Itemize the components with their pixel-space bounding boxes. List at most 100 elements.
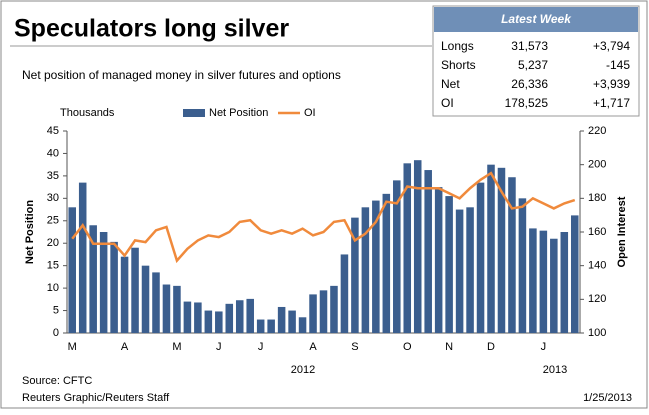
bar <box>277 306 286 333</box>
bar <box>131 247 139 333</box>
bar <box>110 241 118 333</box>
bar <box>361 207 370 333</box>
y-tick-label: 35 <box>47 170 59 182</box>
row-change: +3,939 <box>593 77 630 91</box>
bar <box>204 310 213 333</box>
y-tick-label: 40 <box>47 147 59 159</box>
year-label: 2013 <box>543 364 567 376</box>
bar <box>319 290 328 333</box>
bar <box>445 196 453 333</box>
bar <box>413 160 422 333</box>
chart-title: Speculators long silver <box>14 15 289 43</box>
bar <box>298 317 307 333</box>
row-change: +3,794 <box>593 39 630 53</box>
bar <box>99 232 108 333</box>
x-tick-label: N <box>445 341 453 353</box>
y2-tick-label: 200 <box>588 159 606 171</box>
date: 1/25/2013 <box>583 392 632 404</box>
row-label: Longs <box>441 39 474 53</box>
bar <box>120 256 129 333</box>
row-label: Shorts <box>441 58 476 72</box>
bar <box>550 238 558 333</box>
bar <box>372 200 380 333</box>
row-change: -145 <box>606 58 630 72</box>
bar <box>497 167 506 333</box>
y2-tick-label: 120 <box>588 293 606 305</box>
row-value: 31,573 <box>511 39 548 53</box>
y2-tick-label: 180 <box>588 192 606 204</box>
bar <box>351 217 359 333</box>
x-tick-label: J <box>258 341 264 353</box>
y-axis-label: Net Position <box>24 200 36 264</box>
bar <box>455 209 464 333</box>
x-tick-label: S <box>351 341 358 353</box>
y2-tick-label: 160 <box>588 226 606 238</box>
bar <box>225 303 234 333</box>
bar <box>309 294 317 333</box>
table-title: Latest Week <box>501 12 572 26</box>
x-tick-label: D <box>487 341 495 353</box>
y-tick-label: 20 <box>47 237 59 249</box>
row-value: 178,525 <box>505 96 549 110</box>
y2-tick-label: 140 <box>588 260 606 272</box>
bar <box>267 319 275 333</box>
bar <box>78 182 87 333</box>
bar <box>466 207 474 333</box>
bar <box>570 215 579 333</box>
y-tick-label: 5 <box>53 304 59 316</box>
y-tick-label: 0 <box>53 327 59 339</box>
bar <box>194 302 202 333</box>
y-tick-label: 30 <box>47 192 59 204</box>
x-tick-label: M <box>68 341 77 353</box>
row-value: 26,336 <box>511 77 548 91</box>
bar <box>434 187 443 333</box>
y2-axis-label: Open Interest <box>616 196 628 267</box>
legend-swatch <box>183 109 205 117</box>
bar <box>340 254 349 333</box>
bar <box>560 232 569 333</box>
bar <box>403 163 412 333</box>
x-tick-label: A <box>309 341 317 353</box>
year-label: 2012 <box>291 364 315 376</box>
bar <box>141 265 150 333</box>
legend-label: OI <box>304 107 316 119</box>
row-change: +1,717 <box>593 96 630 110</box>
bar <box>152 272 160 333</box>
latest-week-table: Latest Week <box>432 5 640 117</box>
bar <box>508 177 516 333</box>
row-label: OI <box>441 96 454 110</box>
y2-tick-label: 220 <box>588 125 606 137</box>
bar <box>68 207 77 333</box>
y2-tick-label: 100 <box>588 327 606 339</box>
credit: Reuters Graphic/Reuters Staff <box>22 392 170 404</box>
y-tick-label: 10 <box>47 282 59 294</box>
bar <box>424 170 432 333</box>
bar <box>235 300 244 333</box>
x-tick-label: A <box>121 341 129 353</box>
bar <box>476 182 485 333</box>
bar <box>288 310 296 333</box>
row-label: Net <box>441 77 460 91</box>
table-header <box>434 7 638 32</box>
oi-line <box>71 171 576 264</box>
bar <box>487 164 495 333</box>
source: Source: CFTC <box>22 375 92 387</box>
bar <box>393 180 401 333</box>
bar <box>330 285 338 333</box>
x-tick-label: M <box>172 341 181 353</box>
y-tick-label: 25 <box>47 215 59 227</box>
bar <box>539 230 548 333</box>
row-value: 5,237 <box>518 58 548 72</box>
bar <box>173 285 181 333</box>
x-tick-label: J <box>216 341 222 353</box>
x-tick-label: O <box>403 341 412 353</box>
y-tick-label: 45 <box>47 125 59 137</box>
legend-label: Net Position <box>209 107 268 119</box>
bar <box>529 228 537 333</box>
bar <box>382 193 391 333</box>
bar <box>162 284 171 333</box>
units-label: Thousands <box>60 107 115 119</box>
bar <box>183 301 192 333</box>
bar <box>89 225 97 333</box>
